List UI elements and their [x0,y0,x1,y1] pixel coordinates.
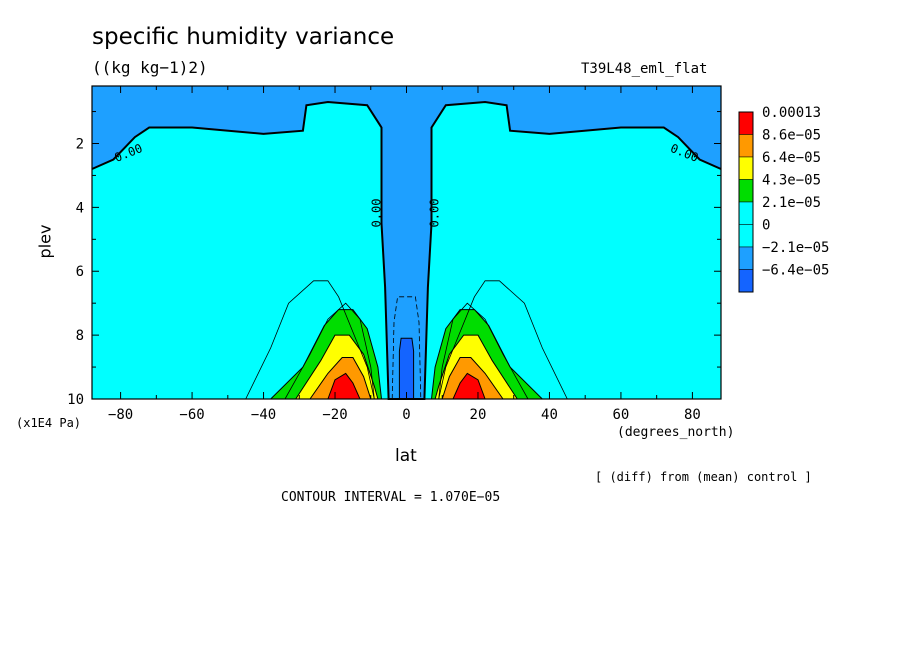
x-tick-label: −60 [179,407,204,423]
legend-frame [738,111,754,293]
chart-units: ((kg kg−1)2) [92,58,208,77]
contour-interval: CONTOUR INTERVAL = 1.070E−05 [281,490,501,505]
legend-label: −2.1e−05 [762,240,829,256]
legend-swatch [738,111,754,135]
legend-label: 0 [762,218,770,234]
legend-swatch [738,201,754,225]
x-tick-label: 40 [541,407,558,423]
y-tick-label: 6 [76,264,84,280]
contour-thin-b-left [284,302,375,400]
legend-label: 0.00013 [762,105,821,121]
contour-thin-a-left [245,280,375,400]
legend-swatch [738,156,754,180]
legend-swatch [738,246,754,270]
legend-swatch [738,269,754,293]
x-tick-label: 0 [402,407,410,423]
legend: 0.00013 8.6e−05 6.4e−05 4.3e−05 2.1e−05 0 −2.1… [738,105,829,293]
contour-label-center-left: 0.00 [369,198,384,228]
x-axis-units: (degrees_north) [617,425,735,440]
diff-note: [ (diff) from (mean) control ] [595,470,812,484]
y-axis-units: (x1E4 Pa) [16,416,82,430]
x-tick-label: −20 [322,407,347,423]
legend-label: 4.3e−05 [762,173,821,189]
contour-thin-a-right [438,280,568,400]
legend-swatch [738,224,754,248]
contour-thin-b-right [438,302,529,400]
x-tick-label: 80 [684,407,701,423]
x-tick-label: −80 [108,407,133,423]
run-name: T39L48_eml_flat [581,61,708,77]
x-tick-label: −40 [251,407,276,423]
y-tick-label: 2 [76,136,84,152]
y-axis-label: plev [35,224,55,259]
contour-fills [92,86,721,400]
y-tick-label: 4 [76,200,84,216]
contour-label-center-right: 0.00 [427,198,442,228]
fill-strong-negative [398,337,415,400]
chart-title: specific humidity variance [92,24,395,50]
legend-swatch [738,179,754,203]
legend-label: 6.4e−05 [762,150,821,166]
x-tick-label: 60 [613,407,630,423]
x-axis-label: lat [395,446,417,466]
legend-label: 2.1e−05 [762,195,821,211]
y-tick-label: 8 [76,328,84,344]
y-tick-label: 10 [67,392,84,408]
legend-label: 8.6e−05 [762,128,821,144]
fill-positive-region [92,102,721,399]
plot-axes: −80 −60 −40 −20 0 20 40 60 80 2 4 6 8 10 [67,85,722,423]
legend-swatch [738,134,754,158]
x-tick-label: 20 [470,407,487,423]
legend-label: −6.4e−05 [762,263,829,279]
